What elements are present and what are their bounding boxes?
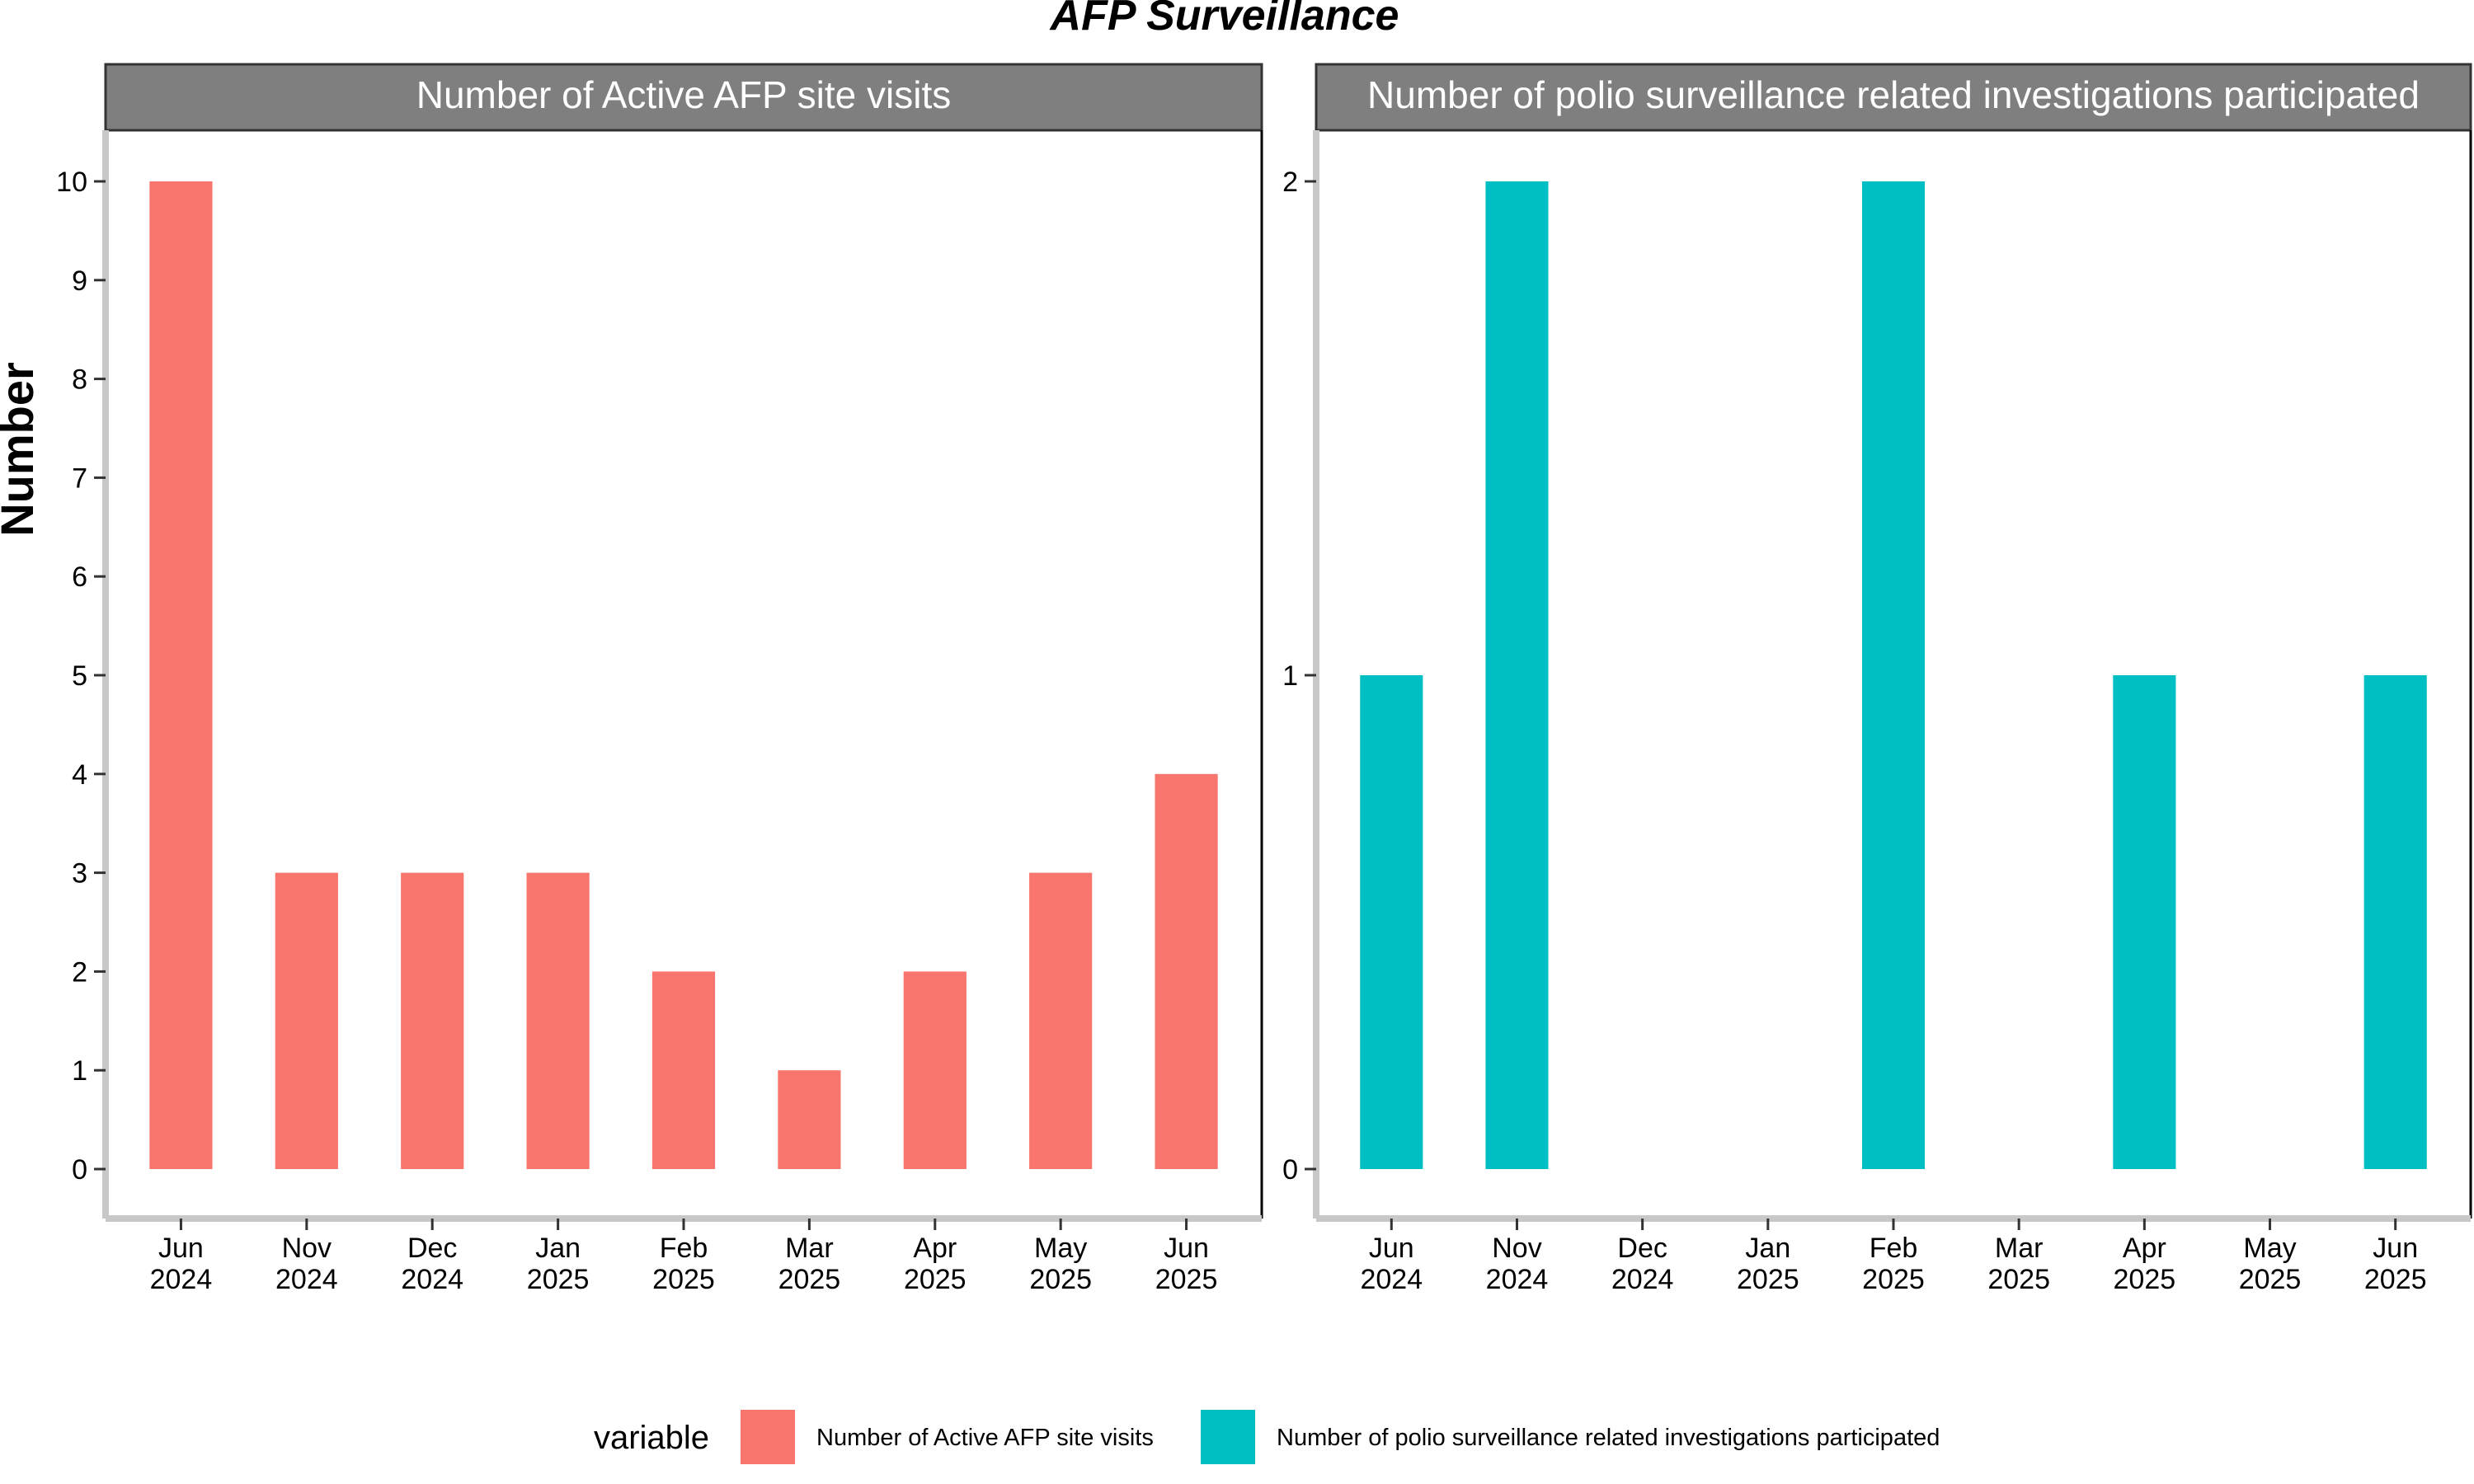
x-tick-label: Apr 2025 — [2114, 1233, 2176, 1295]
x-tick-label-year: 2024 — [150, 1264, 213, 1295]
x-tick-label-month: Mar — [1995, 1233, 2044, 1264]
x-tick-label: Dec 2024 — [401, 1233, 463, 1295]
bar-jan-2025 — [526, 872, 590, 1169]
bar-jun-2025 — [2363, 675, 2427, 1169]
legend-swatch-polio-investigations — [1201, 1410, 1255, 1464]
x-tick-label-month: Jun — [1164, 1233, 1209, 1264]
x-tick-label: Mar 2025 — [1987, 1233, 2050, 1295]
y-tick-label: 6 — [72, 561, 87, 593]
legend: variable Number of Active AFP site visit… — [594, 1410, 1940, 1464]
y-tick-label: 1 — [1282, 660, 1298, 692]
x-tick-label: May 2025 — [1029, 1233, 1092, 1295]
x-tick-label: May 2025 — [2239, 1233, 2302, 1295]
x-tick-label: Feb 2025 — [1862, 1233, 1925, 1295]
x-tick-label: Dec 2024 — [1611, 1233, 1674, 1295]
x-tick-label: Jan 2025 — [1737, 1233, 1799, 1295]
chart-title: AFP Surveillance — [1049, 0, 1399, 40]
x-tick-label: Jun 2025 — [2364, 1233, 2427, 1295]
y-tick-label: 8 — [72, 364, 87, 396]
bar-apr-2025 — [903, 971, 967, 1169]
x-tick-label-year: 2024 — [401, 1264, 463, 1295]
x-tick-label-year: 2025 — [2364, 1264, 2427, 1295]
x-tick-label: Nov 2024 — [1486, 1233, 1549, 1295]
x-tick-label: Jan 2025 — [527, 1233, 590, 1295]
chart-panels: Number of Active AFP site visits 0 1 2 3 4 5 6 7… — [56, 63, 2472, 1295]
panel-strip-title: Number of polio surveillance related inv… — [1367, 73, 2420, 116]
panel-strip-title: Number of Active AFP site visits — [416, 73, 952, 116]
y-axis-label: Number — [0, 362, 43, 537]
x-tick-label-month: Jun — [158, 1233, 204, 1264]
panel-strip — [1315, 63, 2472, 132]
legend-title: variable — [594, 1420, 709, 1456]
legend-label-polio-investigations: Number of polio surveillance related inv… — [1277, 1425, 1940, 1451]
x-tick-label: Feb 2025 — [652, 1233, 715, 1295]
x-tick-label-month: Jan — [1745, 1233, 1790, 1264]
x-tick-label: Jun 2025 — [1155, 1233, 1218, 1295]
x-tick-label-month: Dec — [407, 1233, 457, 1264]
panel-2: Number of polio surveillance related inv… — [1282, 63, 2472, 1295]
x-tick-label-month: Jan — [535, 1233, 581, 1264]
bar-may-2025 — [1029, 872, 1093, 1169]
x-tick-label-year: 2025 — [1737, 1264, 1799, 1295]
bar-nov-2024 — [1485, 181, 1549, 1169]
x-tick-label-year: 2024 — [275, 1264, 338, 1295]
bar-feb-2025 — [651, 971, 716, 1169]
bar-nov-2024 — [275, 872, 338, 1169]
x-tick-label: Apr 2025 — [904, 1233, 967, 1295]
y-tick-label: 9 — [72, 265, 87, 297]
x-tick-label-month: Apr — [913, 1233, 957, 1264]
x-tick-label-month: Nov — [1492, 1233, 1541, 1264]
x-tick-label-month: Feb — [1870, 1233, 1918, 1264]
x-tick-label-year: 2025 — [2114, 1264, 2176, 1295]
x-tick-label-year: 2025 — [1987, 1264, 2050, 1295]
x-tick-label-year: 2025 — [652, 1264, 715, 1295]
x-tick-label-year: 2024 — [1611, 1264, 1674, 1295]
x-tick-label-month: Jun — [1369, 1233, 1414, 1264]
bar-apr-2025 — [2113, 675, 2176, 1169]
bar-jun-2024 — [149, 181, 213, 1169]
x-tick-label-month: Feb — [660, 1233, 708, 1264]
y-tick-label: 1 — [72, 1055, 87, 1087]
bar-dec-2024 — [401, 872, 464, 1169]
x-tick-label-year: 2025 — [1029, 1264, 1092, 1295]
x-tick-label-month: Dec — [1617, 1233, 1667, 1264]
bar-feb-2025 — [1861, 181, 1926, 1169]
x-tick-label-year: 2025 — [2239, 1264, 2302, 1295]
legend-label-afp-site-visits: Number of Active AFP site visits — [816, 1425, 1154, 1451]
y-tick-label: 4 — [72, 759, 87, 791]
x-tick-label-year: 2024 — [1360, 1264, 1423, 1295]
bar-jun-2024 — [1360, 675, 1423, 1169]
x-tick-label: Nov 2024 — [275, 1233, 338, 1295]
y-tick-label: 7 — [72, 463, 87, 494]
x-tick-label-year: 2025 — [904, 1264, 967, 1295]
x-tick-label: Mar 2025 — [778, 1233, 841, 1295]
x-tick-label-year: 2025 — [527, 1264, 590, 1295]
y-tick-label: 5 — [72, 660, 87, 692]
bar-mar-2025 — [778, 1070, 841, 1169]
x-tick-label: Jun 2024 — [1360, 1233, 1423, 1295]
panel-strip — [104, 63, 1263, 132]
x-tick-label-month: May — [2243, 1233, 2296, 1264]
y-tick-label: 0 — [72, 1154, 87, 1186]
x-tick-label-month: Mar — [785, 1233, 834, 1264]
x-tick-label-year: 2025 — [1862, 1264, 1925, 1295]
y-tick-label: 3 — [72, 858, 87, 890]
x-tick-label-year: 2025 — [1155, 1264, 1218, 1295]
x-tick-label-month: Apr — [2123, 1233, 2166, 1264]
x-tick-label-month: Jun — [2373, 1233, 2418, 1264]
x-tick-label-month: May — [1034, 1233, 1087, 1264]
legend-swatch-afp-site-visits — [741, 1410, 795, 1464]
bar-jun-2025 — [1155, 773, 1218, 1169]
x-tick-label-year: 2024 — [1486, 1264, 1549, 1295]
x-tick-label-month: Nov — [282, 1233, 332, 1264]
y-tick-label: 2 — [1282, 167, 1298, 198]
panel-1: Number of Active AFP site visits 0 1 2 3 4 5 6 7… — [56, 63, 1263, 1295]
y-tick-label: 0 — [1282, 1154, 1298, 1186]
x-tick-label-year: 2025 — [778, 1264, 841, 1295]
x-tick-label: Jun 2024 — [150, 1233, 213, 1295]
y-tick-label: 2 — [72, 956, 87, 988]
y-tick-label: 10 — [56, 167, 87, 198]
